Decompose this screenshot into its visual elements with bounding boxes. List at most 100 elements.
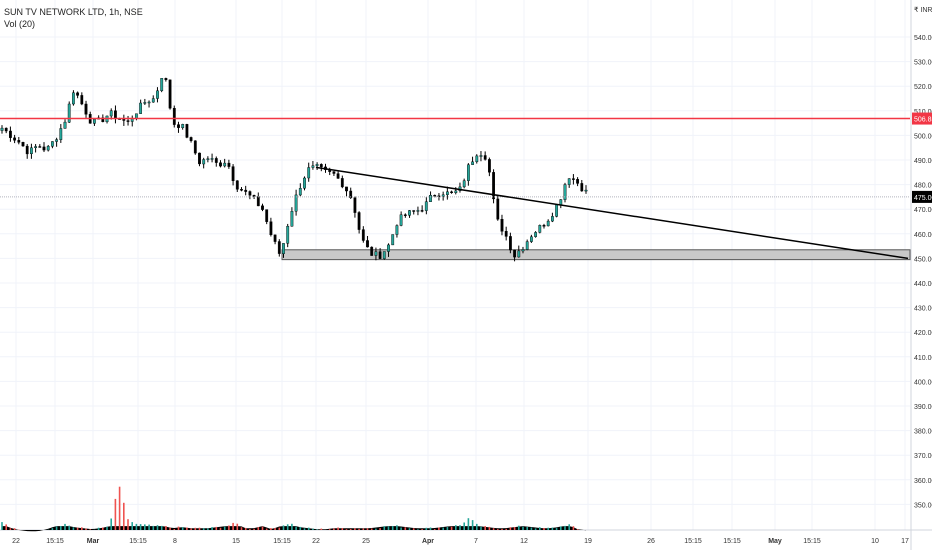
volume-bar[interactable] xyxy=(539,527,541,530)
candlestick[interactable] xyxy=(500,218,504,232)
candlestick[interactable] xyxy=(55,139,59,142)
volume-bar[interactable] xyxy=(190,528,192,531)
candlestick[interactable] xyxy=(370,246,374,256)
candlestick[interactable] xyxy=(38,146,42,148)
volume-bar[interactable] xyxy=(211,527,213,530)
volume-bar[interactable] xyxy=(131,522,133,530)
volume-bar[interactable] xyxy=(249,529,251,530)
candlestick[interactable] xyxy=(492,172,495,200)
volume-bar[interactable] xyxy=(555,528,558,530)
candlestick[interactable] xyxy=(530,236,533,242)
volume-bar[interactable] xyxy=(9,528,12,530)
candlestick[interactable] xyxy=(462,180,466,188)
volume-bar[interactable] xyxy=(421,529,423,530)
volume-bar[interactable] xyxy=(89,529,91,530)
volume-bar[interactable] xyxy=(127,519,129,530)
candlestick[interactable] xyxy=(504,230,508,237)
volume-bar[interactable] xyxy=(471,520,474,530)
candlestick[interactable] xyxy=(538,225,542,233)
volume-bar[interactable] xyxy=(320,528,323,530)
volume-bar[interactable] xyxy=(181,527,184,530)
candlestick[interactable] xyxy=(282,243,285,254)
candlestick[interactable] xyxy=(42,146,46,151)
volume-bar[interactable] xyxy=(522,526,524,530)
volume-bar[interactable] xyxy=(387,526,390,530)
candlestick[interactable] xyxy=(391,234,395,246)
volume-bar[interactable] xyxy=(438,527,440,531)
volume-bar[interactable] xyxy=(316,529,318,531)
candlestick[interactable] xyxy=(21,141,25,147)
volume-bar[interactable] xyxy=(396,525,398,530)
candlestick[interactable] xyxy=(261,205,264,210)
volume-bar[interactable] xyxy=(156,525,159,530)
volume-bar[interactable] xyxy=(236,523,239,530)
candlestick[interactable] xyxy=(214,158,218,163)
volume-bar[interactable] xyxy=(207,528,209,530)
volume-bar[interactable] xyxy=(505,528,507,530)
candlestick[interactable] xyxy=(193,140,197,154)
volume-bar[interactable] xyxy=(160,525,163,530)
candlestick[interactable] xyxy=(122,118,126,121)
volume-bar[interactable] xyxy=(55,526,58,530)
volume-bar[interactable] xyxy=(408,528,411,530)
candlestick[interactable] xyxy=(13,137,16,141)
candlestick[interactable] xyxy=(357,212,361,230)
candlestick[interactable] xyxy=(483,155,487,160)
candlestick[interactable] xyxy=(542,225,546,227)
volume-bar[interactable] xyxy=(530,527,533,531)
volume-bar[interactable] xyxy=(551,527,554,530)
volume-bar[interactable] xyxy=(228,525,230,531)
candlestick[interactable] xyxy=(559,199,563,206)
candlestick[interactable] xyxy=(227,162,231,167)
volume-bar[interactable] xyxy=(106,526,108,530)
volume-bar[interactable] xyxy=(123,502,125,530)
candlestick[interactable] xyxy=(420,210,424,212)
volume-bar[interactable] xyxy=(76,527,79,530)
candlestick[interactable] xyxy=(126,120,130,122)
volume-bar[interactable] xyxy=(60,526,62,530)
volume-bar[interactable] xyxy=(484,526,486,530)
volume-bar[interactable] xyxy=(425,527,428,530)
candlestick[interactable] xyxy=(378,251,382,259)
volume-bar[interactable] xyxy=(375,528,377,530)
candlestick[interactable] xyxy=(46,146,50,151)
candlestick[interactable] xyxy=(416,210,420,212)
candlestick[interactable] xyxy=(513,249,517,258)
candlestick[interactable] xyxy=(185,124,189,138)
volume-bar[interactable] xyxy=(442,527,444,530)
candlestick[interactable] xyxy=(252,194,256,197)
volume-bar[interactable] xyxy=(467,518,470,530)
volume-bar[interactable] xyxy=(270,528,272,530)
volume-bar[interactable] xyxy=(257,527,260,530)
volume-bar[interactable] xyxy=(194,527,197,530)
candlestick[interactable] xyxy=(286,225,290,244)
candlestick[interactable] xyxy=(156,90,159,99)
volume-bar[interactable] xyxy=(68,525,70,530)
volume-bar[interactable] xyxy=(118,486,121,530)
candlestick[interactable] xyxy=(63,121,67,129)
candlestick[interactable] xyxy=(256,196,260,207)
volume-bar[interactable] xyxy=(97,527,100,530)
candlestick[interactable] xyxy=(555,204,559,217)
volume-bar[interactable] xyxy=(337,527,339,531)
volume-bar[interactable] xyxy=(303,528,306,530)
candlestick[interactable] xyxy=(496,198,500,220)
volume-bar[interactable] xyxy=(299,526,302,530)
volume-bar[interactable] xyxy=(135,523,138,530)
volume-bar[interactable] xyxy=(81,527,83,530)
volume-bar[interactable] xyxy=(278,527,281,530)
volume-bar[interactable] xyxy=(169,527,171,530)
volume-bar[interactable] xyxy=(144,524,146,530)
volume-bar[interactable] xyxy=(13,528,16,530)
volume-bar[interactable] xyxy=(518,525,520,530)
candlestick[interactable] xyxy=(521,249,525,252)
candlestick[interactable] xyxy=(34,146,38,148)
candlestick[interactable] xyxy=(340,178,344,188)
volume-bar[interactable] xyxy=(370,528,373,531)
volume-bar[interactable] xyxy=(253,528,255,530)
volume-bar[interactable] xyxy=(295,526,297,530)
volume-bar[interactable] xyxy=(513,527,516,530)
candlestick[interactable] xyxy=(164,78,168,81)
candlestick[interactable] xyxy=(429,194,432,202)
candlestick[interactable] xyxy=(219,162,222,167)
